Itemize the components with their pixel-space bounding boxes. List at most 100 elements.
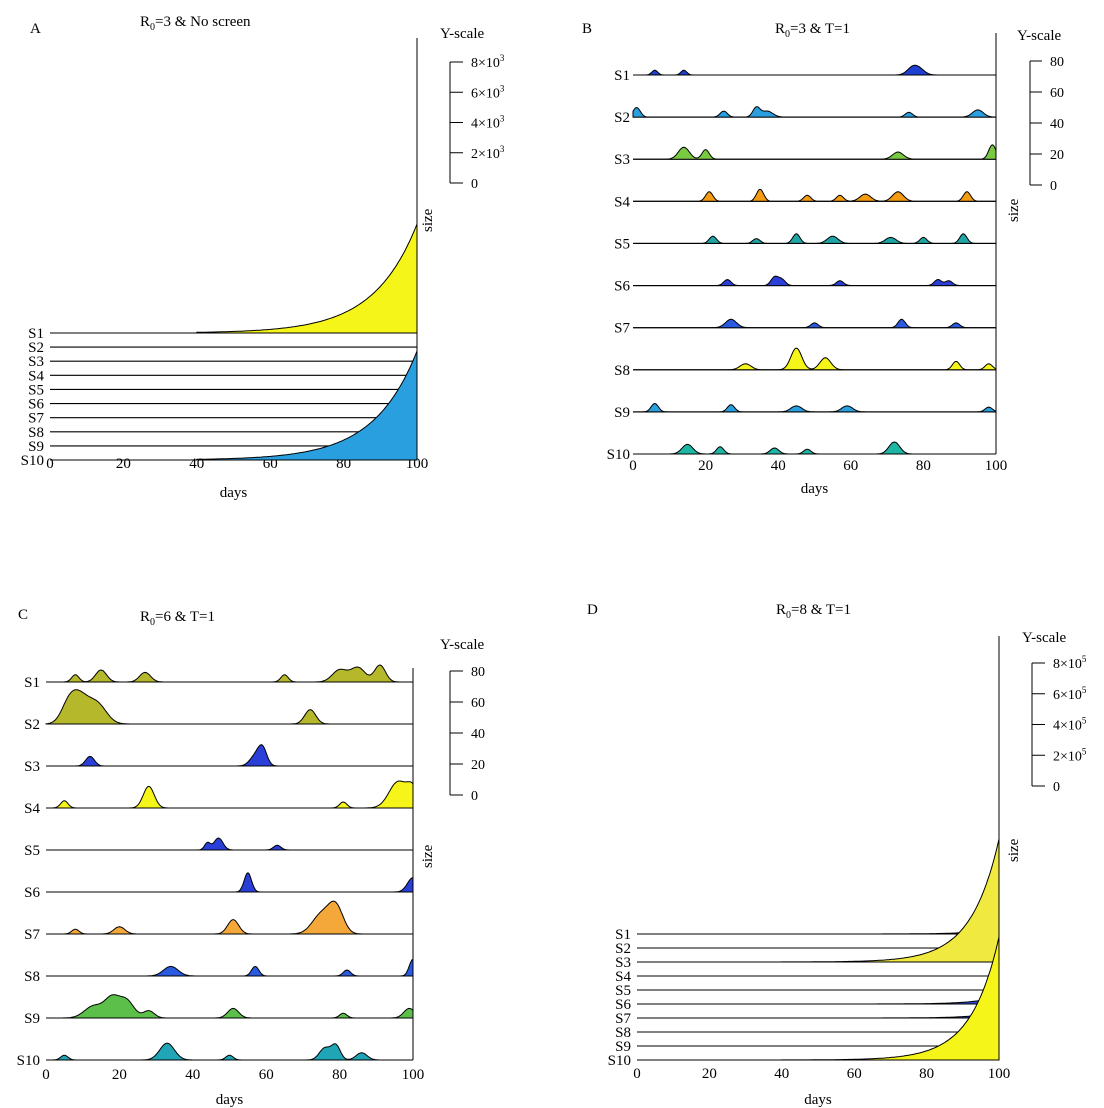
- y-scale-tick-label: 0: [1050, 179, 1057, 194]
- panel-title: R0=8 & T=1: [776, 602, 851, 621]
- x-tick-label: 60: [847, 1066, 862, 1082]
- series-label-s5: S5: [615, 983, 631, 999]
- x-tick-label: 100: [988, 1066, 1011, 1082]
- series-label-s6: S6: [24, 885, 40, 901]
- x-tick-label: 20: [116, 456, 131, 472]
- series-label-s7: S7: [24, 927, 40, 943]
- x-tick-label: 100: [402, 1067, 425, 1083]
- series-label-s7: S7: [28, 411, 44, 427]
- series-label-s3: S3: [28, 354, 44, 370]
- panel-a: A R0=3 & No screen size Y-scale 8×103 6×103 4×…: [21, 14, 505, 501]
- panel-title: R0=6 & T=1: [140, 609, 215, 628]
- y-scale-title: Y-scale: [440, 637, 484, 653]
- y-scale-tick-label: 20: [471, 758, 485, 773]
- series-label-s2: S2: [614, 110, 630, 126]
- area-s1: [633, 64, 996, 76]
- area-s10: [46, 1042, 413, 1061]
- series-label-s7: S7: [614, 321, 630, 337]
- y-scale-title: Y-scale: [1022, 630, 1066, 646]
- panel-title: R0=3 & T=1: [775, 21, 850, 40]
- y-scale-tick-label: 80: [471, 665, 485, 680]
- area-s8: [633, 347, 997, 371]
- area-s7: [633, 318, 996, 329]
- series-label-s6: S6: [28, 397, 44, 413]
- series-label-s6: S6: [614, 279, 630, 295]
- series-label-s9: S9: [24, 1011, 40, 1027]
- series-label-s1: S1: [614, 68, 630, 84]
- series-label-s9: S9: [615, 1039, 631, 1055]
- series-label-s9: S9: [28, 439, 44, 455]
- size-label: size: [420, 208, 436, 232]
- series-label-s8: S8: [28, 425, 44, 441]
- series-label-s1: S1: [24, 675, 40, 691]
- panel-letter: C: [18, 607, 28, 623]
- x-tick-label: 40: [189, 456, 204, 472]
- series-label-s7: S7: [615, 1011, 631, 1027]
- size-label: size: [1006, 198, 1022, 222]
- series-label-s5: S5: [614, 236, 630, 252]
- series-label-s2: S2: [24, 717, 40, 733]
- panel-b: B R0=3 & T=1 size Y-scale 80 60 40 20 0 S1 S2 S3 S4 S…: [582, 21, 1064, 497]
- area-s10: [633, 441, 996, 455]
- x-tick-label: 40: [774, 1066, 789, 1082]
- series-label-s8: S8: [24, 969, 40, 985]
- y-scale-tick-label: 60: [1050, 86, 1064, 101]
- series-label-s10: S10: [608, 1053, 631, 1069]
- y-scale-tick-label: 4×103: [471, 114, 505, 132]
- series-label-s10: S10: [21, 453, 44, 469]
- panel-title: R0=3 & No screen: [140, 14, 251, 33]
- x-tick-label: 40: [185, 1067, 200, 1083]
- area-s10: [781, 936, 1000, 1061]
- x-tick-label: 0: [629, 458, 637, 474]
- y-scale-tick-label: 4×105: [1053, 716, 1087, 734]
- y-scale-tick-label: 0: [471, 177, 478, 192]
- x-tick-label: 60: [843, 458, 858, 474]
- area-s4: [46, 780, 414, 809]
- area-s3: [633, 144, 997, 160]
- y-scale-tick-label: 2×105: [1053, 746, 1087, 764]
- series-label-s1: S1: [28, 326, 44, 342]
- series-label-s2: S2: [28, 340, 44, 356]
- x-tick-label: 80: [332, 1067, 347, 1083]
- y-scale-tick-label: 60: [471, 696, 485, 711]
- area-s4: [633, 188, 996, 202]
- series-label-s3: S3: [24, 759, 40, 775]
- x-tick-label: 40: [771, 458, 786, 474]
- area-s1: [196, 223, 418, 334]
- area-s9: [633, 402, 997, 413]
- series-label-s9: S9: [614, 405, 630, 421]
- y-scale-tick-label: 2×103: [471, 144, 505, 162]
- x-axis-label: days: [804, 1092, 832, 1108]
- area-s9: [46, 994, 414, 1019]
- y-scale-tick-label: 8×103: [471, 53, 505, 71]
- series-label-s8: S8: [615, 1025, 631, 1041]
- area-s2: [45, 689, 413, 725]
- series-label-s10: S10: [17, 1053, 40, 1069]
- area-s8: [46, 958, 414, 977]
- x-tick-label: 20: [698, 458, 713, 474]
- x-axis-label: days: [216, 1092, 244, 1108]
- x-tick-label: 80: [919, 1066, 934, 1082]
- x-tick-label: 0: [42, 1067, 50, 1083]
- y-scale-tick-label: 40: [1050, 117, 1064, 132]
- area-s7: [46, 900, 413, 935]
- series-label-s1: S1: [615, 927, 631, 943]
- series-label-s6: S6: [615, 997, 631, 1013]
- series-label-s4: S4: [24, 801, 40, 817]
- series-label-s5: S5: [28, 382, 44, 398]
- y-scale-tick-label: 6×105: [1053, 685, 1087, 703]
- panel-letter: B: [582, 21, 592, 37]
- y-scale-title: Y-scale: [440, 26, 484, 42]
- x-tick-label: 60: [259, 1067, 274, 1083]
- area-s5: [633, 233, 996, 244]
- series-label-s2: S2: [615, 941, 631, 957]
- y-scale-tick-label: 8×105: [1053, 654, 1087, 672]
- panel-d: D R0=8 & T=1 size Y-scale 8×105 6×105 4×105 2×1…: [587, 602, 1087, 1108]
- series-label-s3: S3: [614, 152, 630, 168]
- size-label: size: [1006, 838, 1022, 862]
- panel-c: C R0=6 & T=1 size Y-scale 80 60 40 20 0 S1 S2 S3 S4 S…: [17, 607, 485, 1108]
- x-tick-label: 20: [702, 1066, 717, 1082]
- y-scale-tick-label: 6×103: [471, 83, 505, 101]
- panel-letter: A: [30, 21, 41, 37]
- area-s10: [196, 350, 418, 461]
